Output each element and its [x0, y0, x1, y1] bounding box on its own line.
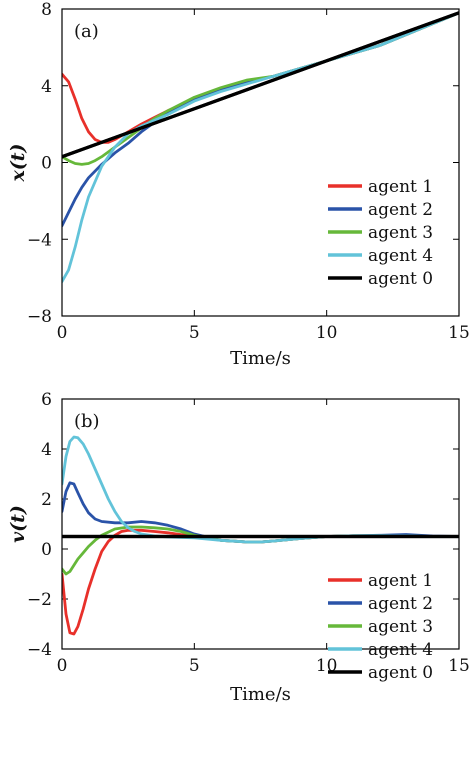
legend-label: agent 1	[368, 571, 433, 591]
y-tick-label: 0	[41, 154, 52, 174]
series-line-agent-4	[62, 11, 459, 283]
plot-frame	[61, 398, 460, 650]
y-tick-label: −2	[27, 590, 52, 610]
x-axis-label: Time/s	[230, 684, 291, 705]
x-tick-label: 0	[57, 656, 68, 676]
series-group	[62, 11, 459, 283]
panel-label: (a)	[74, 21, 99, 42]
x-tick-label: 10	[316, 323, 338, 343]
legend-label: agent 3	[368, 223, 433, 243]
series-line-agent-2	[62, 481, 459, 544]
legend-item: agent 0	[328, 269, 433, 289]
y-tick-label: 4	[41, 440, 52, 460]
x-tick-label: 15	[448, 323, 470, 343]
legend-label: agent 2	[368, 594, 433, 614]
legend-item: agent 0	[328, 663, 433, 683]
legend-item: agent 1	[328, 177, 433, 197]
y-tick-label: 6	[41, 390, 52, 410]
y-tick-label: 8	[41, 0, 52, 20]
x-tick-label: 15	[448, 656, 470, 676]
series-line-agent-0-top	[62, 11, 459, 159]
y-tick-label: 4	[41, 77, 52, 97]
legend-item: agent 2	[328, 200, 433, 220]
y-axis-label: x(t)	[7, 143, 29, 182]
legend-item: agent 2	[328, 594, 433, 614]
x-tick-label: 5	[189, 656, 200, 676]
y-tick-label: −8	[27, 307, 52, 327]
plot-frame	[61, 8, 460, 317]
legend-label: agent 0	[368, 663, 433, 683]
panel-label: (b)	[74, 411, 100, 432]
x-axis-label: Time/s	[230, 348, 291, 369]
legend-label: agent 1	[368, 177, 433, 197]
series-line-agent-4	[62, 435, 459, 544]
legend-label: agent 3	[368, 617, 433, 637]
legend-label: agent 4	[368, 640, 433, 660]
y-axis-label: v(t)	[7, 505, 29, 543]
series-group	[62, 435, 459, 636]
chart-panel-a: 0 5 10 15 −8 −4 0 4 8 (a) Time/s x(t) agent 1 agent 2…	[7, 0, 470, 369]
legend: agent 1 agent 2 agent 3 agent 4 agent 0	[328, 177, 433, 289]
legend-item: agent 4	[328, 640, 433, 660]
legend-item: agent 3	[328, 617, 433, 637]
legend-label: agent 2	[368, 200, 433, 220]
y-tick-label: 0	[41, 540, 52, 560]
legend-label: agent 0	[368, 269, 433, 289]
legend-label: agent 4	[368, 246, 433, 266]
x-tick-label: 0	[57, 323, 68, 343]
y-tick-label: −4	[27, 230, 52, 250]
legend-item: agent 1	[328, 571, 433, 591]
y-tick-label: −4	[27, 640, 52, 660]
legend-item: agent 3	[328, 223, 433, 243]
legend-item: agent 4	[328, 246, 433, 266]
y-tick-label: 2	[41, 490, 52, 510]
x-tick-label: 5	[189, 323, 200, 343]
legend: agent 1 agent 2 agent 3 agent 4 agent 0	[328, 571, 433, 683]
